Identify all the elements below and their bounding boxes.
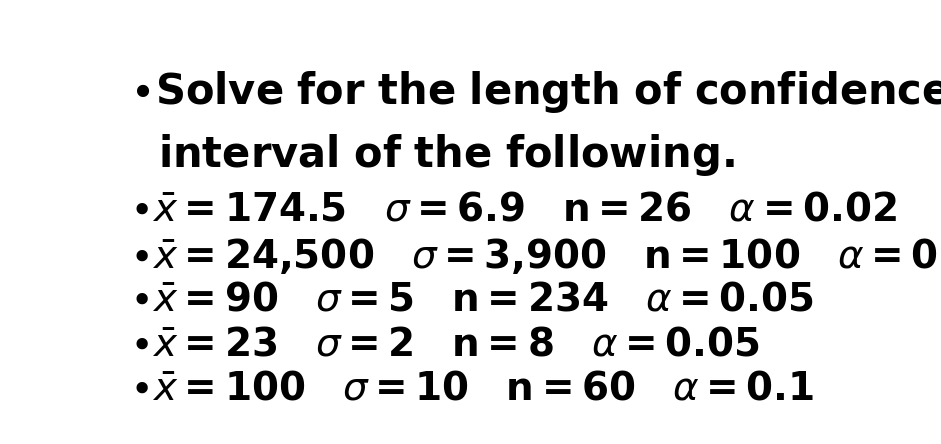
Text: $\mathbf{interval\ of\ the\ following.}$: $\mathbf{interval\ of\ the\ following.}$ — [158, 132, 734, 178]
Text: $\bullet\bar{\mathit{x}}\mathbf{=24{,}500}$   $\mathit{\sigma}\mathbf{=3{,}900}$: $\bullet\bar{\mathit{x}}\mathbf{=24{,}50… — [129, 236, 941, 276]
Text: $\bullet\bar{\mathit{x}}\mathbf{=174.5}$   $\mathit{\sigma}\mathbf{=6.9}$   $\ma: $\bullet\bar{\mathit{x}}\mathbf{=174.5}$… — [129, 190, 897, 228]
Text: $\bullet\bar{\mathit{x}}\mathbf{=90}$   $\mathit{\sigma}\mathbf{=5}$   $\mathbf{: $\bullet\bar{\mathit{x}}\mathbf{=90}$ $\… — [129, 281, 813, 319]
Text: $\bullet\bar{\mathit{x}}\mathbf{=100}$   $\mathit{\sigma}\mathbf{=10}$   $\mathb: $\bullet\bar{\mathit{x}}\mathbf{=100}$ $… — [129, 369, 814, 408]
Text: $\bullet$$\mathbf{Solve\ for\ the\ length\ of\ confidence}$: $\bullet$$\mathbf{Solve\ for\ the\ lengt… — [129, 69, 941, 115]
Text: $\bullet\bar{\mathit{x}}\mathbf{=23}$   $\mathit{\sigma}\mathbf{=2}$   $\mathbf{: $\bullet\bar{\mathit{x}}\mathbf{=23}$ $\… — [129, 325, 759, 363]
